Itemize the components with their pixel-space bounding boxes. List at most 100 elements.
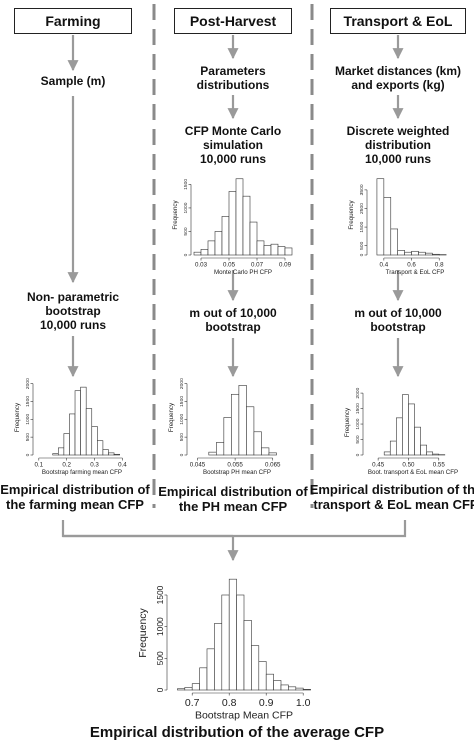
bar [265, 673, 274, 691]
bar [383, 451, 391, 456]
bar [184, 687, 193, 691]
bar [376, 178, 385, 256]
bar [91, 426, 98, 456]
x-tick-label: 0.09 [279, 262, 292, 269]
x-tick-label: 0.045 [190, 462, 206, 469]
x-tick-label: 0.55 [433, 462, 446, 469]
bar [402, 394, 409, 456]
final-title: Empirical distribution of the average CF… [89, 724, 385, 741]
bar [74, 390, 81, 456]
x-tick-label: 0.1 [34, 462, 43, 469]
farming-result-label: Empirical distribution of the farming me… [0, 482, 150, 512]
bar [411, 250, 419, 256]
merge-bracket [61, 520, 407, 538]
y-tick-label: 0 [155, 687, 165, 692]
y-tick-label: 0 [355, 453, 361, 456]
y-tick-label: 3500 [359, 184, 365, 195]
te-market-label: Market distances (km) and exports (kg) [334, 64, 462, 92]
y-axis-label: Frequency [172, 199, 179, 229]
bar [258, 661, 267, 691]
y-tick-label: 0 [25, 453, 31, 456]
bar [207, 240, 216, 256]
y-tick-label: 0 [359, 253, 365, 256]
bar [242, 195, 251, 256]
bar [208, 451, 217, 456]
bar [295, 687, 304, 691]
bar [284, 247, 293, 256]
x-tick-label: 0.4 [118, 462, 127, 469]
bar [273, 680, 282, 691]
y-tick-label: 500 [359, 241, 365, 250]
bar [214, 231, 223, 256]
post-harvest-header: Post-Harvest [174, 8, 292, 34]
bar [231, 393, 240, 456]
x-tick-label: 0.07 [251, 262, 264, 269]
y-tick-label: 500 [25, 433, 31, 442]
bar [58, 447, 65, 456]
y-tick-label: 1500 [25, 396, 31, 407]
x-tick-label: 0.45 [372, 462, 385, 469]
bar [102, 449, 109, 456]
y-tick-label: 1500 [359, 221, 365, 232]
bar [52, 453, 59, 456]
bar [221, 216, 230, 256]
y-axis-label: Frequency [344, 407, 351, 437]
te-bootstrap-label: m out of 10,000 bootstrap [354, 306, 442, 334]
bar [216, 442, 225, 456]
y-axis-label: Frequency [348, 199, 355, 229]
ph-bootstrap-label: m out of 10,000 bootstrap [189, 306, 277, 334]
bar [228, 578, 237, 691]
bar [249, 221, 258, 256]
x-tick-label: 0.055 [227, 462, 243, 469]
bar [246, 406, 255, 456]
bar [191, 683, 200, 691]
bar [108, 452, 115, 456]
bar [280, 684, 289, 691]
bar [302, 689, 311, 691]
y-tick-label: 0 [183, 253, 189, 256]
bar [383, 197, 392, 256]
bar [432, 253, 440, 256]
bar [243, 620, 252, 691]
bar [251, 645, 260, 691]
y-tick-label: 1000 [155, 617, 165, 636]
y-tick-label: 2000 [25, 378, 31, 389]
bar [396, 417, 403, 456]
x-tick-label: 0.3 [90, 462, 99, 469]
y-tick-label: 2000 [355, 387, 361, 398]
y-tick-label: 2000 [179, 378, 185, 389]
bar [200, 249, 209, 256]
bar [277, 246, 286, 256]
bar [425, 252, 433, 256]
te-result-label: Empirical distribution of the transport … [309, 482, 474, 512]
x-tick-label: 0.4 [380, 262, 389, 269]
farming-header: Farming [14, 8, 132, 34]
bar [63, 433, 70, 456]
x-tick-label: 0.03 [195, 262, 208, 269]
x-tick-label: 0.2 [62, 462, 71, 469]
bar [97, 440, 104, 456]
bar [389, 440, 397, 456]
x-axis-label: Transport & EoL CFP [386, 269, 445, 276]
ph-result-label: Empirical distribution of the PH mean CF… [158, 484, 308, 514]
x-tick-label: 0.065 [265, 462, 281, 469]
transport-eol-header: Transport & EoL [330, 8, 466, 34]
bar [113, 453, 120, 456]
x-axis-label: Bootstrap PH mean CFP [203, 469, 271, 476]
farming-bootstrap-label: Non- parametric bootstrap 10,000 runs [26, 290, 120, 332]
y-tick-label: 500 [183, 227, 189, 236]
bar [177, 688, 186, 691]
y-tick-label: 1000 [355, 418, 361, 429]
histogram-ph-mc-hist: 0.03 0.05 0.07 0.09 Monte Carlo PH CFP 0 500 10… [172, 178, 293, 276]
bar [418, 251, 426, 256]
bar [426, 451, 434, 456]
x-tick-label: 0.05 [223, 262, 236, 269]
bar [261, 447, 270, 456]
bar [414, 426, 421, 456]
bar [85, 408, 93, 456]
y-tick-label: 1000 [25, 414, 31, 425]
